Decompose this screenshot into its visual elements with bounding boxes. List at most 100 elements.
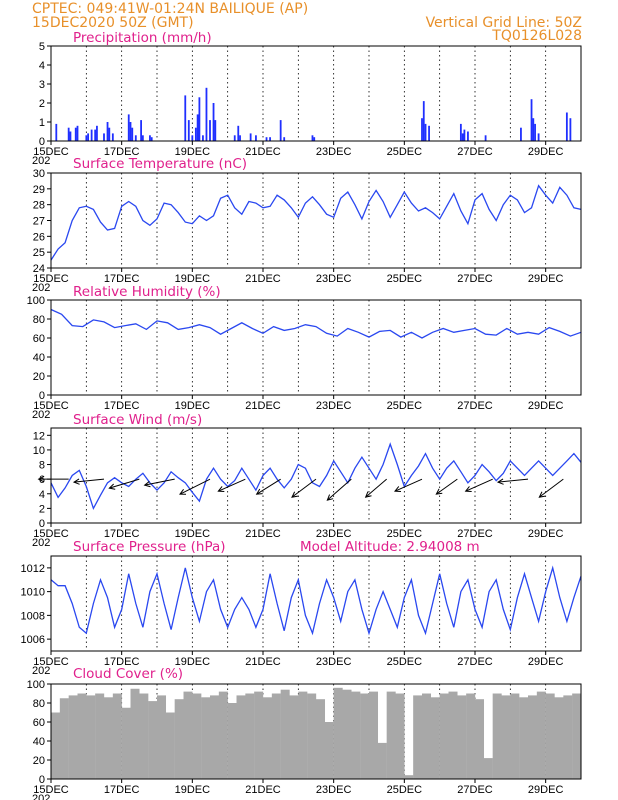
- cloud-bar: [492, 693, 502, 779]
- x-tick-label: 23DEC: [316, 146, 352, 158]
- precip-bar: [283, 137, 286, 141]
- x-tick-label: 23DEC: [316, 656, 352, 668]
- precip-bar: [205, 87, 208, 141]
- model-code: TQ0126L028: [491, 28, 582, 44]
- panel-5: 1006 1008 1010 1012 15DEC 17DEC 19DEC 21DEC 23DE…: [21, 539, 582, 677]
- cloud-bar: [563, 695, 573, 779]
- wind-arrow: [109, 478, 140, 489]
- wind-arrowhead: [364, 491, 372, 498]
- cloud-bar: [157, 695, 167, 779]
- year-fragment: 202: [32, 155, 50, 167]
- x-tick-label: 29DEC: [528, 273, 564, 285]
- cloud-bar: [483, 758, 493, 779]
- panel-title: Surface Temperature (nC): [73, 156, 247, 172]
- y-tick-label: 5: [39, 41, 45, 53]
- precip-bar: [134, 135, 137, 141]
- wind-arrowhead: [435, 488, 443, 495]
- wind-arrowhead: [255, 488, 263, 495]
- cloud-bar: [307, 693, 317, 779]
- precip-bar: [76, 125, 79, 141]
- x-tick-label: 19DEC: [175, 273, 211, 285]
- cloud-bar: [413, 695, 423, 779]
- y-tick-label: 6: [39, 474, 45, 486]
- cloud-bar: [510, 693, 520, 779]
- wind-arrow: [144, 478, 175, 486]
- cloud-bar: [545, 693, 555, 779]
- cloud-bar: [210, 695, 220, 779]
- wind-arrowhead: [291, 491, 298, 498]
- y-tick-label: 1008: [21, 610, 45, 622]
- panel-2: 24 25 26 27 28 29 30 15DEC 17DEC 19DEC 21DEC 23DEC 2…: [32, 156, 582, 294]
- wind-arrowhead: [179, 489, 187, 495]
- cloud-bar: [466, 693, 476, 779]
- precip-bar: [249, 133, 252, 141]
- panel-frame: [50, 172, 582, 269]
- cloud-bar: [554, 697, 564, 779]
- x-tick-label: 21DEC: [245, 146, 281, 158]
- x-tick-label: 29DEC: [528, 528, 564, 540]
- cloud-bar: [174, 699, 184, 779]
- year-fragment: 202: [32, 282, 50, 294]
- panel-frame: [50, 45, 582, 142]
- precip-bar: [214, 120, 217, 141]
- x-tick-label: 15DEC: [33, 784, 69, 796]
- precip-bar: [422, 101, 425, 141]
- cloud-bar: [148, 701, 158, 779]
- cloud-bar: [51, 712, 61, 779]
- x-tick-label: 27DEC: [457, 400, 493, 412]
- x-tick-label: 15DEC: [33, 273, 69, 285]
- x-tick-label: 27DEC: [457, 273, 493, 285]
- precip-bar: [279, 120, 282, 141]
- y-tick-label: 1012: [21, 563, 45, 575]
- x-tick-label: 29DEC: [528, 656, 564, 668]
- wind-arrow: [497, 478, 529, 483]
- cloud-bar: [289, 695, 299, 779]
- wind-arrow: [394, 478, 423, 492]
- cloud-bar: [68, 695, 78, 779]
- precip-bar: [461, 133, 464, 141]
- cloud-bar: [342, 689, 352, 779]
- panel-frame: [50, 427, 582, 524]
- cloud-bar: [457, 695, 467, 779]
- cloud-bar: [386, 691, 396, 779]
- cloud-bar: [395, 693, 405, 779]
- cloud-bar: [192, 693, 202, 779]
- precip-bar: [424, 123, 427, 141]
- y-tick-label: 100: [27, 679, 45, 691]
- precip-bar: [187, 120, 190, 141]
- y-tick-label: 29: [33, 184, 45, 196]
- precip-bar: [534, 123, 536, 141]
- cloud-bar: [218, 691, 228, 779]
- panel-4: 0 2 4 6 8 10 12 15DEC 17DEC 19DEC 21DEC 23DEC 25DEC 2…: [32, 412, 582, 549]
- precip-bar: [90, 129, 93, 141]
- x-tick-label: 17DEC: [104, 400, 140, 412]
- cloud-bar: [448, 691, 458, 779]
- wind-arrow: [465, 478, 493, 492]
- x-tick-label: 21DEC: [245, 528, 281, 540]
- precip-bar: [198, 97, 201, 141]
- precip-bar: [140, 120, 142, 141]
- x-tick-label: 19DEC: [175, 400, 211, 412]
- wind-arrowhead: [217, 486, 225, 492]
- x-tick-label: 19DEC: [175, 656, 211, 668]
- precip-bar: [565, 112, 568, 141]
- x-tick-label: 27DEC: [457, 528, 493, 540]
- precip-bar: [239, 135, 241, 141]
- cloud-bar: [404, 775, 414, 779]
- precip-bar: [520, 127, 522, 141]
- wind-arrow: [291, 478, 317, 498]
- x-tick-label: 15DEC: [33, 528, 69, 540]
- precip-bar: [421, 118, 423, 141]
- cloud-bar: [422, 693, 432, 779]
- precip-bar: [569, 118, 572, 141]
- y-tick-label: 25: [33, 247, 45, 259]
- cloud-bar: [130, 688, 140, 779]
- y-tick-label: 20: [33, 371, 45, 383]
- grid-note: Vertical Grid Line: 50Z: [426, 15, 582, 31]
- y-tick-label: 12: [33, 430, 45, 442]
- cloud-bar: [263, 697, 273, 779]
- x-tick-label: 21DEC: [245, 784, 281, 796]
- y-tick-label: 20: [33, 755, 45, 767]
- precip-bar: [129, 122, 132, 141]
- x-tick-label: 29DEC: [528, 146, 564, 158]
